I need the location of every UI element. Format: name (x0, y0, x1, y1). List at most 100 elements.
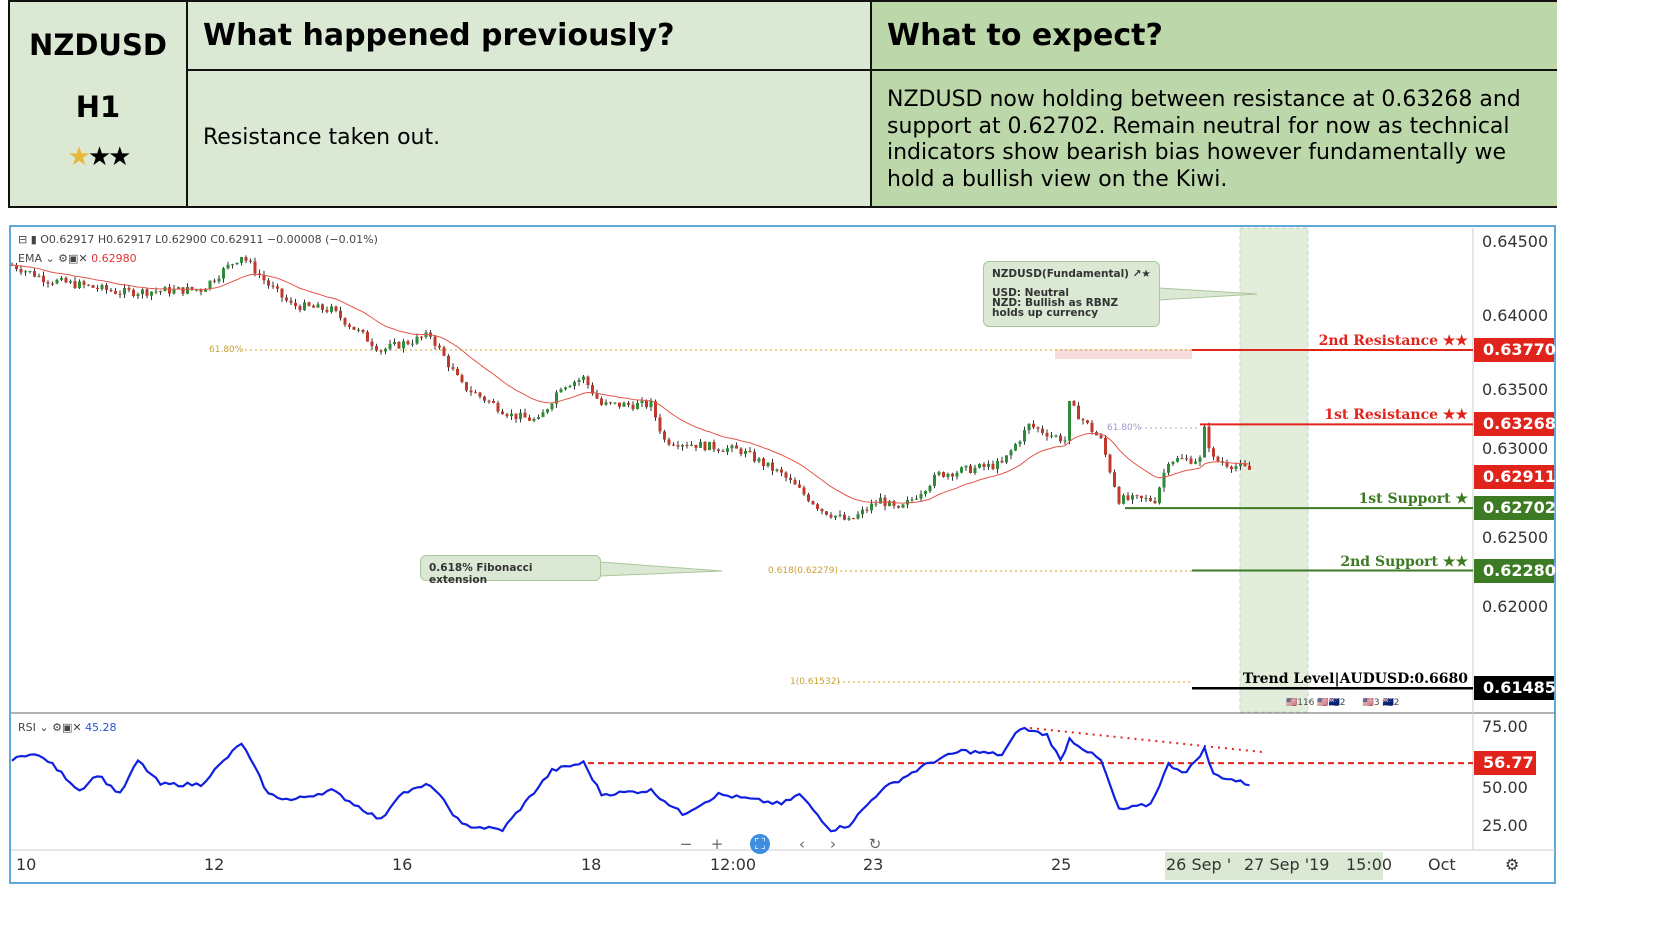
candle-body (838, 514, 842, 516)
candle-body (375, 346, 378, 351)
candle-body (1113, 472, 1116, 487)
scroll-left-button[interactable]: ‹ (799, 835, 805, 853)
zoom-in-button[interactable]: + (710, 835, 724, 853)
candle-body (100, 284, 104, 289)
candle-body (1000, 460, 1004, 463)
callout-pointer (599, 561, 723, 577)
scroll-right-button[interactable]: › (830, 835, 836, 853)
candle-body (856, 514, 860, 519)
candle-body (973, 467, 977, 474)
candle-body (1014, 444, 1017, 451)
candle-body (213, 280, 216, 282)
candle-body (366, 331, 369, 342)
fib-618-label-2: 61.80% (1107, 423, 1142, 433)
ema-legend[interactable]: EMA ⌄ ⚙▣✕ 0.62980 (18, 252, 137, 265)
rsi-tick: 75.00 (1482, 717, 1528, 736)
candle-body (1099, 435, 1103, 438)
candle-body (1041, 428, 1044, 433)
candle-body (82, 281, 86, 285)
fundamental-callout: NZDUSD(Fundamental) ↗★ USD: Neutral NZD:… (983, 261, 1160, 327)
candle-body (694, 444, 698, 448)
us-flag-icon[interactable]: 🇺🇸 (1286, 698, 1298, 708)
candle-body (384, 348, 387, 352)
candle-body (618, 402, 621, 407)
level-price-label: 0.62702 (1474, 496, 1556, 521)
candle-body (928, 485, 932, 492)
price-tick: 0.64500 (1482, 232, 1549, 251)
candle-body (505, 414, 509, 417)
candle-body (600, 398, 603, 405)
nz-flag-icon[interactable]: 🇳🇿 (1382, 698, 1394, 708)
fundamental-title: NZDUSD(Fundamental) ↗★ (992, 268, 1151, 280)
time-tick: 25 (1051, 855, 1072, 874)
chart-frame[interactable] (9, 225, 1556, 884)
candle-body (672, 444, 675, 446)
candle-body (465, 382, 468, 391)
candle-body (208, 280, 212, 289)
fib-618-label: 61.80% (209, 345, 244, 355)
fib-ext-618-label: 0.618(0.62279) (768, 566, 839, 576)
candle-body (1005, 455, 1008, 463)
price-tick: 0.62000 (1482, 597, 1549, 616)
rsi-line (11, 726, 1250, 833)
timeframe: H1 (75, 90, 121, 124)
candle-body (582, 376, 585, 380)
candle-body (762, 458, 765, 467)
rsi-legend[interactable]: RSI ⌄ ⚙▣✕ 45.28 (18, 721, 117, 734)
nz-flag-icon[interactable]: 🇳🇿 (1328, 698, 1340, 708)
candle-body (1153, 500, 1157, 504)
candle-body (1077, 405, 1080, 420)
economic-events[interactable]: 🇺🇸116 🇺🇸🇳🇿2 🇺🇸3 🇳🇿2 (1286, 697, 1399, 709)
candle-body (1135, 495, 1139, 497)
candle-body (1158, 487, 1161, 504)
candle-body (1009, 450, 1013, 456)
settings-icon[interactable]: ⚙ (1505, 855, 1520, 874)
candle-body (415, 336, 419, 344)
candle-body (361, 329, 365, 332)
time-tick: 16 (392, 855, 413, 874)
rsi-tick: 25.00 (1482, 816, 1528, 835)
ohlc-legend: ⊟ ▮ O0.62917 H0.62917 L0.62900 C0.62911 … (18, 233, 378, 246)
candle-body (937, 472, 941, 475)
time-tick: 15:00 (1346, 855, 1393, 874)
candle-body (964, 465, 968, 468)
candle-body (1185, 458, 1188, 460)
rating-stars: ★★★ (67, 142, 132, 172)
candle-body (555, 392, 558, 404)
candle-body (658, 417, 662, 432)
candle-body (951, 473, 954, 477)
expect-text: NZDUSD now holding between resistance at… (872, 71, 1557, 208)
candle-body (1230, 466, 1233, 470)
symbol-cell: NZDUSD H1 ★★★ (10, 2, 188, 208)
candle-body (204, 288, 207, 292)
zoom-out-button[interactable]: − (679, 835, 693, 853)
candle-body (96, 287, 99, 289)
candle-body (285, 297, 288, 301)
candle-body (109, 289, 113, 292)
candle-body (1063, 440, 1067, 442)
candle-body (955, 472, 959, 477)
candle-body (123, 287, 126, 295)
candle-body (1162, 472, 1166, 488)
level-price-label: 0.62280 (1474, 558, 1556, 583)
candle-body (294, 302, 297, 307)
candle-body (352, 326, 356, 330)
candle-body (712, 441, 716, 450)
ema-line (11, 264, 1250, 504)
candle-body (64, 277, 68, 283)
level-price-label: 0.61485 (1474, 676, 1556, 701)
candle-body (478, 392, 482, 397)
candle-body (798, 484, 801, 488)
candle-body (379, 350, 383, 352)
candle-body (105, 284, 108, 290)
candle-body (942, 472, 945, 477)
time-tick: 12 (204, 855, 225, 874)
us-flag-icon[interactable]: 🇺🇸 (1317, 698, 1329, 708)
candle-body (195, 289, 198, 291)
fullscreen-button[interactable]: ⛶ (750, 834, 770, 854)
level-label: 2nd Resistance ★★ (1318, 333, 1468, 350)
candle-body (946, 473, 950, 477)
reset-chart-button[interactable]: ↻ (868, 835, 882, 853)
us-flag-icon[interactable]: 🇺🇸 (1362, 698, 1374, 708)
